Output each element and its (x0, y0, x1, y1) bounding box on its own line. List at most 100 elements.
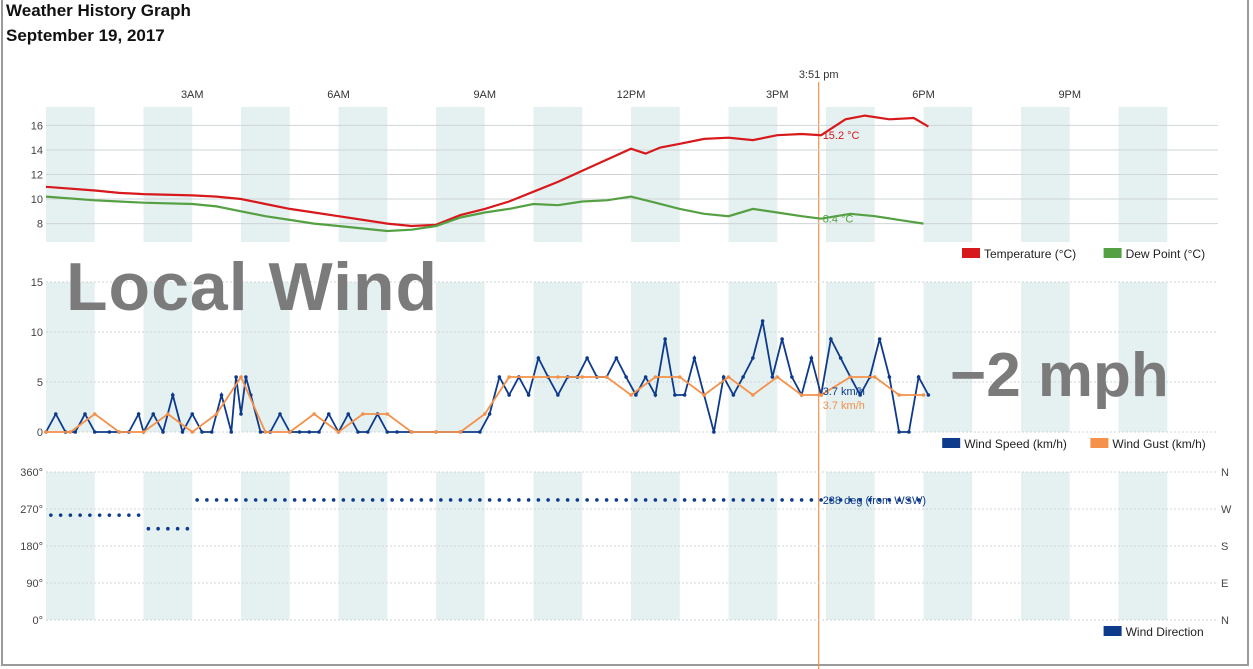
series-point-2-0-74 (770, 498, 775, 502)
band-1-4 (436, 282, 485, 432)
series-point-2-0-54 (575, 498, 580, 502)
x-tick-9PM: 9PM (1058, 89, 1081, 101)
series-point-2-0-84 (868, 498, 872, 502)
series-point-2-0-46 (497, 498, 502, 502)
series-point-1-0-9 (136, 412, 141, 416)
series-point-1-0-18 (219, 393, 224, 397)
series-point-1-0-58 (634, 393, 638, 397)
series-point-2-0-25 (292, 498, 297, 502)
annotation-dew_point: 8.4 °C (823, 214, 854, 226)
annotation-wind_gust: 3.7 km/h (823, 400, 865, 412)
series-point-1-0-5 (92, 430, 97, 434)
series-point-2-0-55 (585, 498, 589, 502)
series-point-1-0-57 (624, 375, 628, 379)
series-point-2-0-59 (624, 498, 628, 502)
series-point-1-0-67 (721, 375, 726, 379)
series-point-1-1-13 (361, 412, 365, 416)
series-point-2-0-35 (390, 498, 394, 502)
series-point-1-0-13 (170, 393, 175, 397)
series-point-1-0-34 (356, 430, 360, 434)
series-point-1-0-33 (346, 412, 351, 416)
band-2-2 (241, 472, 290, 620)
series-point-1-0-21 (239, 412, 243, 416)
series-point-2-0-53 (565, 498, 570, 502)
series-point-1-0-76 (809, 356, 814, 360)
series-point-2-0-56 (595, 498, 599, 502)
series-point-1-1-9 (263, 430, 268, 434)
series-point-2-0-4 (88, 513, 92, 517)
series-point-1-0-87 (916, 375, 921, 379)
series-point-1-0-24 (258, 430, 263, 434)
series-point-2-0-6 (107, 513, 112, 517)
series-point-1-0-63 (682, 393, 687, 397)
series-point-1-1-34 (872, 375, 877, 379)
series-point-2-0-30 (341, 498, 346, 502)
series-point-2-0-26 (302, 498, 307, 502)
series-point-2-0-34 (380, 498, 385, 502)
series-point-1-1-14 (385, 412, 390, 416)
series-point-1-0-16 (200, 430, 204, 434)
series-point-1-1-20 (531, 375, 536, 379)
series-point-1-0-61 (663, 337, 667, 341)
legend-label-1-0: Wind Gust (km/h) (1112, 437, 1205, 451)
series-point-2-0-39 (429, 498, 433, 502)
band-1-1 (143, 282, 193, 432)
annotation-wind_speed: 3.7 km/h (823, 386, 865, 398)
y-tick-0-3: 10 (31, 194, 43, 206)
series-point-1-0-30 (317, 430, 321, 434)
series-point-2-0-60 (634, 498, 638, 502)
y-tick-0-2: 12 (31, 170, 43, 182)
series-point-2-0-13 (175, 526, 180, 531)
series-point-1-1-1 (68, 430, 73, 434)
x-tick-6AM: 6AM (327, 89, 350, 101)
series-point-1-1-0 (44, 430, 48, 434)
series-point-2-0-80 (829, 498, 833, 502)
series-point-2-0-62 (653, 498, 658, 502)
series-point-2-0-78 (809, 498, 814, 502)
y-right-tick-4: N (1221, 615, 1229, 627)
y-tick-0-0: 16 (31, 120, 43, 132)
series-point-2-0-10 (146, 526, 151, 531)
series-point-2-0-0 (49, 513, 53, 517)
x-tick-9AM: 9AM (473, 89, 496, 101)
series-point-2-0-28 (322, 498, 326, 502)
band-1-3 (338, 282, 388, 432)
series-point-1-0-68 (731, 393, 736, 397)
series-point-1-0-19 (229, 430, 234, 434)
band-1-2 (241, 282, 290, 432)
series-point-2-0-18 (224, 498, 229, 502)
series-point-2-0-1 (58, 513, 63, 517)
band-1-8 (826, 282, 875, 432)
series-point-2-0-17 (214, 498, 219, 502)
series-point-1-0-81 (858, 393, 862, 397)
series-point-1-1-36 (921, 393, 926, 397)
series-point-1-0-44 (497, 375, 502, 379)
series-point-2-0-86 (887, 498, 892, 502)
series-point-1-0-4 (83, 412, 87, 416)
legend-swatch-1-0 (1090, 438, 1109, 448)
series-point-2-0-66 (692, 498, 697, 502)
series-point-1-0-62 (673, 393, 677, 397)
series-point-1-0-29 (307, 430, 312, 434)
series-point-1-1-18 (482, 412, 487, 416)
series-point-2-0-16 (205, 498, 209, 502)
series-point-2-0-38 (419, 498, 424, 502)
series-point-1-1-7 (214, 412, 219, 416)
series-point-2-0-52 (556, 498, 560, 502)
series-point-2-0-77 (799, 498, 804, 502)
series-point-2-0-9 (136, 513, 141, 517)
x-tick-6PM: 6PM (912, 89, 935, 101)
series-point-1-1-22 (580, 375, 585, 379)
series-point-1-0-15 (190, 412, 195, 416)
series-point-1-1-21 (556, 375, 560, 379)
band-1-11 (1118, 282, 1168, 432)
band-1-6 (631, 282, 680, 432)
series-point-1-0-83 (877, 337, 882, 341)
series-point-2-0-42 (458, 498, 463, 502)
series-point-1-1-2 (92, 412, 97, 416)
series-point-2-0-5 (97, 513, 102, 517)
cursor-label: 3:51 pm (799, 69, 839, 81)
series-point-2-0-69 (721, 498, 726, 502)
